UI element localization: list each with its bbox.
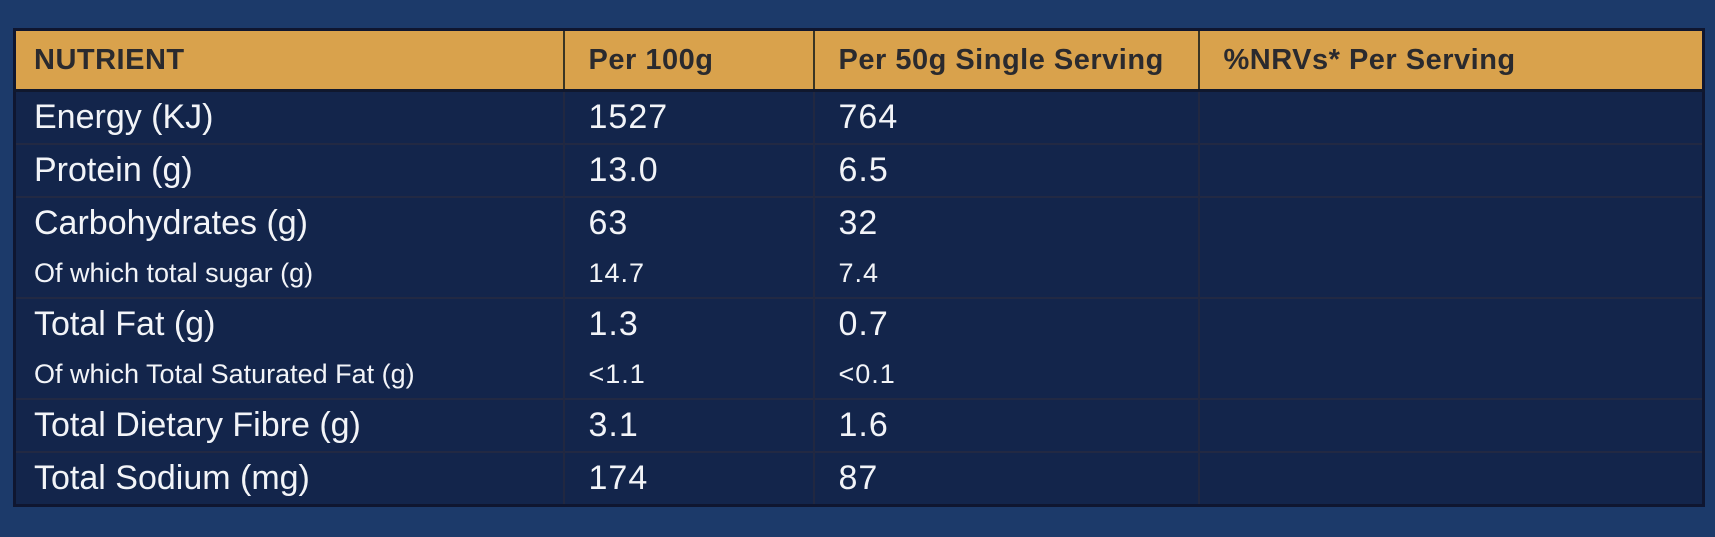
col-header-per-50g-serving: Per 50g Single Serving [812, 29, 1199, 92]
per-100g-cell: 1.3 [562, 297, 814, 350]
nrv-cell [1197, 451, 1704, 506]
per-100g-cell: 174 [562, 451, 814, 506]
table-row-dietary-fibre: Total Dietary Fibre (g) 3.1 1.6 [14, 398, 1704, 452]
nutrient-cell: Total Dietary Fibre (g) [14, 398, 564, 452]
nrv-cell [1197, 249, 1704, 298]
table-row-sodium: Total Sodium (mg) 174 87 [14, 451, 1704, 506]
nrv-cell [1197, 398, 1704, 452]
table-row-total-sugar: Of which total sugar (g) 14.7 7.4 [15, 249, 1704, 298]
nutrient-cell: Energy (KJ) [14, 89, 564, 144]
nutrient-cell: Total Sodium (mg) [14, 451, 564, 506]
per-50g-cell: <0.1 [812, 350, 1199, 399]
col-header-per-100g: Per 100g [562, 29, 814, 92]
nrv-cell [1197, 297, 1704, 350]
table-row-saturated-fat: Of which Total Saturated Fat (g) <1.1 <0… [15, 350, 1704, 399]
nrv-cell [1197, 89, 1704, 144]
per-50g-cell: 7.4 [812, 249, 1199, 298]
table-row-carbohydrates: Carbohydrates (g) 63 32 [14, 196, 1704, 249]
table-row-total-fat: Total Fat (g) 1.3 0.7 [14, 297, 1704, 350]
nutrient-cell: Carbohydrates (g) [14, 196, 564, 249]
per-50g-cell: 1.6 [812, 398, 1199, 452]
table-row-protein: Protein (g) 13.0 6.5 [14, 143, 1704, 197]
nutrient-cell: Total Fat (g) [14, 297, 564, 350]
per-100g-cell: 1527 [562, 89, 814, 144]
per-50g-cell: 764 [812, 89, 1199, 144]
per-50g-cell: 87 [812, 451, 1199, 506]
nrv-cell [1197, 196, 1704, 249]
per-50g-cell: 0.7 [812, 297, 1199, 350]
per-100g-cell: 3.1 [562, 398, 814, 452]
table-row-energy: Energy (KJ) 1527 764 [14, 89, 1704, 144]
per-100g-cell: <1.1 [562, 350, 814, 399]
per-100g-cell: 14.7 [562, 249, 814, 298]
nutrient-cell: Protein (g) [14, 143, 564, 197]
per-50g-cell: 6.5 [812, 143, 1199, 197]
col-header-nrv-per-serving: %NRVs* Per Serving [1197, 29, 1704, 92]
nrv-cell [1197, 350, 1704, 399]
nrv-cell [1197, 143, 1704, 197]
nutrient-cell: Of which Total Saturated Fat (g) [34, 358, 415, 389]
per-100g-cell: 63 [562, 196, 814, 249]
per-100g-cell: 13.0 [562, 143, 814, 197]
nutrition-table: NUTRIENT Per 100g Per 50g Single Serving… [13, 28, 1705, 507]
header-row: NUTRIENT Per 100g Per 50g Single Serving… [14, 29, 1704, 92]
nutrient-cell: Of which total sugar (g) [34, 257, 314, 288]
col-header-nutrient: NUTRIENT [14, 29, 564, 92]
per-50g-cell: 32 [812, 196, 1199, 249]
